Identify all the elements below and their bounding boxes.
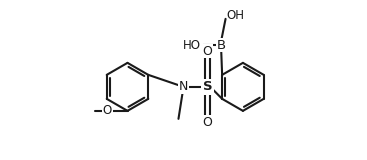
Text: O: O — [203, 116, 212, 129]
Text: HO: HO — [182, 39, 200, 52]
Text: OH: OH — [227, 9, 245, 22]
Text: N: N — [179, 80, 188, 93]
Text: O: O — [203, 45, 212, 58]
Text: B: B — [217, 39, 226, 52]
Text: S: S — [203, 80, 212, 93]
Text: O: O — [103, 104, 112, 117]
